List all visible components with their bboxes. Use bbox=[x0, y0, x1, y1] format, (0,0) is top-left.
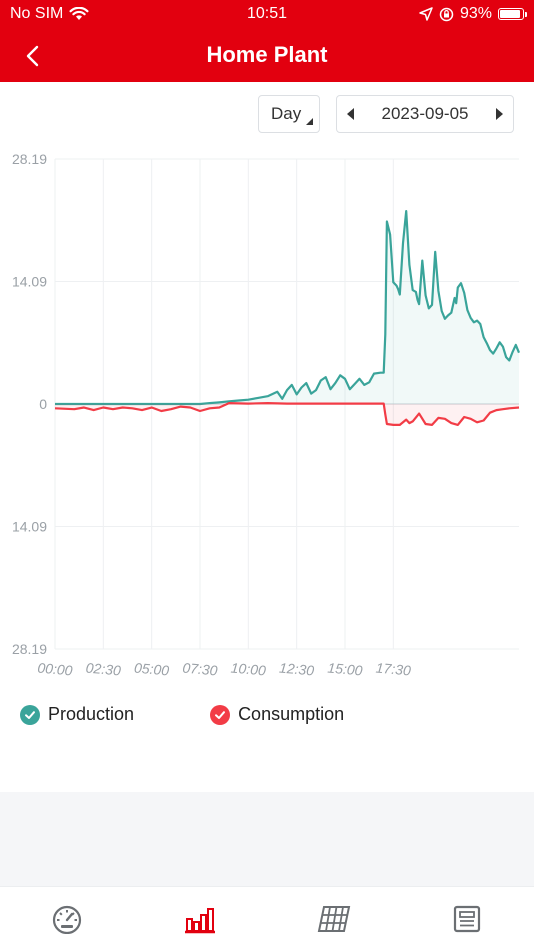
legend-consumption-label: Consumption bbox=[238, 704, 345, 724]
consumption-series-line bbox=[54, 402, 520, 426]
energy-chart: 28.19 14.09 0 14.09 28.19 00:00 02:30 05:00 07:… bbox=[12, 151, 521, 679]
location-arrow-icon bbox=[419, 7, 433, 21]
next-date-icon[interactable] bbox=[496, 108, 503, 120]
check-circle-icon bbox=[20, 704, 40, 725]
tab-statistics[interactable] bbox=[170, 894, 230, 944]
y-tick-label: 14.09 bbox=[12, 274, 47, 290]
empty-panel bbox=[0, 792, 534, 886]
y-axis-ticks: 28.19 14.09 0 14.09 28.19 bbox=[12, 151, 47, 657]
x-tick-label: 10:00 bbox=[230, 660, 267, 679]
battery-icon bbox=[498, 8, 527, 20]
solar-panel-icon bbox=[317, 906, 350, 932]
page-title: Home Plant bbox=[206, 42, 328, 67]
status-time: 10:51 bbox=[246, 5, 288, 22]
y-tick-label: 28.19 bbox=[12, 641, 47, 657]
status-bar: No SIM 10:51 93% bbox=[0, 0, 534, 30]
period-select[interactable]: Day bbox=[258, 95, 320, 133]
nav-bar: Home Plant bbox=[0, 30, 534, 82]
speedometer-icon bbox=[52, 905, 81, 934]
carrier-label: No SIM bbox=[10, 5, 64, 22]
date-picker: 2023-09-05 bbox=[336, 95, 514, 133]
legend-production[interactable]: Production bbox=[20, 704, 134, 725]
x-tick-label: 12:30 bbox=[279, 660, 316, 679]
x-axis-ticks: 00:00 02:30 05:00 07:30 10:00 12:30 15:00 17:30 bbox=[37, 660, 412, 679]
y-tick-label: 28.19 bbox=[12, 151, 47, 167]
wifi-icon bbox=[69, 7, 89, 20]
status-right: 93% bbox=[419, 5, 527, 23]
x-tick-label: 17:30 bbox=[375, 660, 412, 679]
battery-percent: 93% bbox=[459, 5, 492, 22]
tab-dashboard[interactable] bbox=[37, 894, 97, 944]
y-tick-label: 0 bbox=[39, 396, 47, 412]
tab-plant[interactable] bbox=[304, 894, 364, 944]
tab-report[interactable] bbox=[437, 894, 497, 944]
bar-chart-icon bbox=[185, 908, 216, 934]
dropdown-corner-icon bbox=[306, 118, 313, 125]
production-series-line bbox=[55, 210, 521, 406]
document-icon bbox=[454, 905, 481, 933]
back-chevron-icon[interactable] bbox=[20, 42, 48, 70]
y-tick-label: 14.09 bbox=[12, 519, 47, 535]
tab-bar bbox=[0, 886, 534, 951]
x-tick-label: 00:00 bbox=[37, 660, 74, 679]
chart-legend: Production Consumption bbox=[20, 704, 344, 725]
check-circle-icon bbox=[210, 704, 231, 725]
period-label: Day bbox=[271, 104, 302, 123]
legend-consumption[interactable]: Consumption bbox=[210, 704, 344, 725]
status-left: No SIM bbox=[10, 5, 89, 23]
production-area bbox=[55, 211, 519, 404]
x-tick-label: 07:30 bbox=[182, 660, 219, 679]
x-tick-label: 05:00 bbox=[134, 660, 171, 679]
rotation-lock-icon bbox=[439, 7, 454, 21]
chart-series bbox=[54, 210, 521, 426]
legend-production-label: Production bbox=[48, 704, 135, 724]
period-controls: Day 2023-09-05 bbox=[258, 95, 514, 133]
previous-date-icon[interactable] bbox=[347, 108, 354, 120]
x-tick-label: 15:00 bbox=[327, 660, 364, 679]
x-tick-label: 02:30 bbox=[85, 660, 122, 679]
date-label[interactable]: 2023-09-05 bbox=[381, 104, 469, 123]
